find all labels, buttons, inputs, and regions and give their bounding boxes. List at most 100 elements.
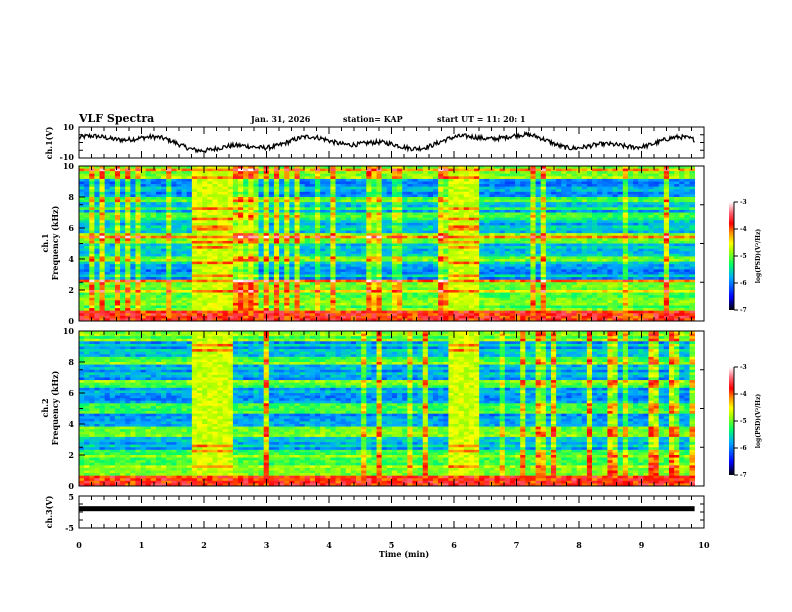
spectrogram-cell xyxy=(202,184,208,188)
spectrogram-cell xyxy=(356,189,362,193)
spectrogram-cell xyxy=(227,246,234,250)
spectrogram-cell xyxy=(202,189,208,193)
spectrogram-cell xyxy=(345,243,352,247)
spectrogram-cell xyxy=(196,222,203,226)
spectrogram-cell xyxy=(186,238,193,242)
spectrogram-cell xyxy=(474,166,480,169)
spectrogram-cell xyxy=(181,186,188,190)
spectrogram-cell xyxy=(622,217,629,221)
spectrogram-cell xyxy=(484,173,490,177)
spectrogram-cell xyxy=(556,264,562,268)
spectrogram-cell xyxy=(602,233,608,237)
spectrogram-cell xyxy=(340,173,347,177)
spectrogram-cell xyxy=(345,222,352,226)
spectrogram-cell xyxy=(371,186,377,190)
spectrogram-cell xyxy=(161,199,167,203)
spectrogram-cell xyxy=(155,186,162,190)
spectrogram-cell xyxy=(397,173,403,177)
spectrogram-cell xyxy=(130,253,136,257)
spectrogram-cell xyxy=(571,166,578,169)
spectrogram-cell xyxy=(371,253,377,257)
spectrogram-cell xyxy=(304,173,311,177)
spectrogram-cell xyxy=(125,186,131,190)
spectrogram-cell xyxy=(602,230,608,234)
spectrogram-cell xyxy=(412,173,418,177)
spectrogram-cell xyxy=(663,251,670,255)
spectrogram-cell xyxy=(125,264,131,268)
spectrogram-cell xyxy=(648,186,654,190)
spectrogram-cell xyxy=(417,240,424,244)
spectrogram-cell xyxy=(238,189,244,193)
spectrogram-cell xyxy=(545,207,552,211)
spectrogram-cell xyxy=(592,217,598,221)
spectrogram-cell xyxy=(299,261,306,265)
spectrogram-cell xyxy=(509,212,516,216)
spectrogram-cell xyxy=(556,243,562,247)
spectrogram-cell xyxy=(474,199,480,203)
spectrogram-cell xyxy=(448,246,454,250)
spectrogram-cell xyxy=(335,222,342,226)
spectrogram-cell xyxy=(412,207,418,211)
spectrogram-cell xyxy=(309,235,316,239)
spectrogram-cell xyxy=(443,256,449,260)
spectrogram-cell xyxy=(125,209,131,213)
spectrogram-cell xyxy=(171,173,177,177)
spectrogram-cell xyxy=(535,261,542,265)
spectrogram-cell xyxy=(207,176,213,180)
spectrogram-cell xyxy=(427,266,434,270)
spectrogram-cell xyxy=(581,199,588,203)
spectrogram-cell xyxy=(463,253,470,257)
spectrogram-cell xyxy=(540,243,547,247)
spectrogram-cell xyxy=(155,269,162,273)
spectrogram-cell xyxy=(581,184,588,188)
spectrogram-cell xyxy=(479,222,485,226)
spectrogram-cell xyxy=(509,238,516,242)
spectrogram-cell xyxy=(479,178,485,182)
spectrogram-cell xyxy=(499,171,506,175)
spectrogram-cell xyxy=(407,256,413,260)
spectrogram-cell xyxy=(653,186,660,190)
spectrogram-cell xyxy=(273,212,280,216)
spectrogram-cell xyxy=(663,186,670,190)
spectrogram-cell xyxy=(412,202,418,206)
spectrogram-cell xyxy=(417,264,424,268)
spectrogram-cell xyxy=(397,194,403,198)
spectrogram-cell xyxy=(258,181,265,185)
spectrogram-cell xyxy=(309,230,316,234)
spectrogram-cell xyxy=(494,230,501,234)
spectrogram-cell xyxy=(402,230,408,234)
spectrogram-cell xyxy=(150,173,157,177)
spectrogram-cell xyxy=(335,171,342,175)
spectrogram-cell xyxy=(525,215,531,219)
spectrogram-cell xyxy=(453,173,460,177)
spectrogram-cell xyxy=(648,230,654,234)
spectrogram-cell xyxy=(520,173,526,177)
spectrogram-cell xyxy=(171,220,177,224)
spectrogram-cell xyxy=(545,256,552,260)
spectrogram-cell xyxy=(232,256,239,260)
spectrogram-cell xyxy=(407,266,413,270)
spectrogram-cell xyxy=(453,166,460,169)
spectrogram-cell xyxy=(125,220,131,224)
spectrogram-cell xyxy=(135,269,141,273)
spectrogram-cell xyxy=(622,243,629,247)
spectrogram-cell xyxy=(212,186,218,190)
spectrogram-cell xyxy=(427,253,434,257)
spectrogram-cell xyxy=(386,253,393,257)
spectrogram-cell xyxy=(335,202,342,206)
spectrogram-cell xyxy=(166,222,172,226)
spectrogram-cell xyxy=(474,222,480,226)
spectrogram-cell xyxy=(653,240,660,244)
spectrogram-cell xyxy=(540,235,547,239)
spectrogram-cell xyxy=(489,259,495,262)
spectrogram-cell xyxy=(350,243,357,247)
spectrogram-cell xyxy=(432,251,439,255)
spectrogram-cell xyxy=(432,207,439,211)
spectrogram-cell xyxy=(586,235,593,239)
spectrogram-cell xyxy=(268,233,275,237)
spectrogram-cell xyxy=(633,194,639,198)
spectrogram-cell xyxy=(207,261,213,265)
spectrogram-cell xyxy=(653,209,660,213)
spectrogram-cell xyxy=(597,176,603,180)
spectrogram-cell xyxy=(145,168,152,172)
